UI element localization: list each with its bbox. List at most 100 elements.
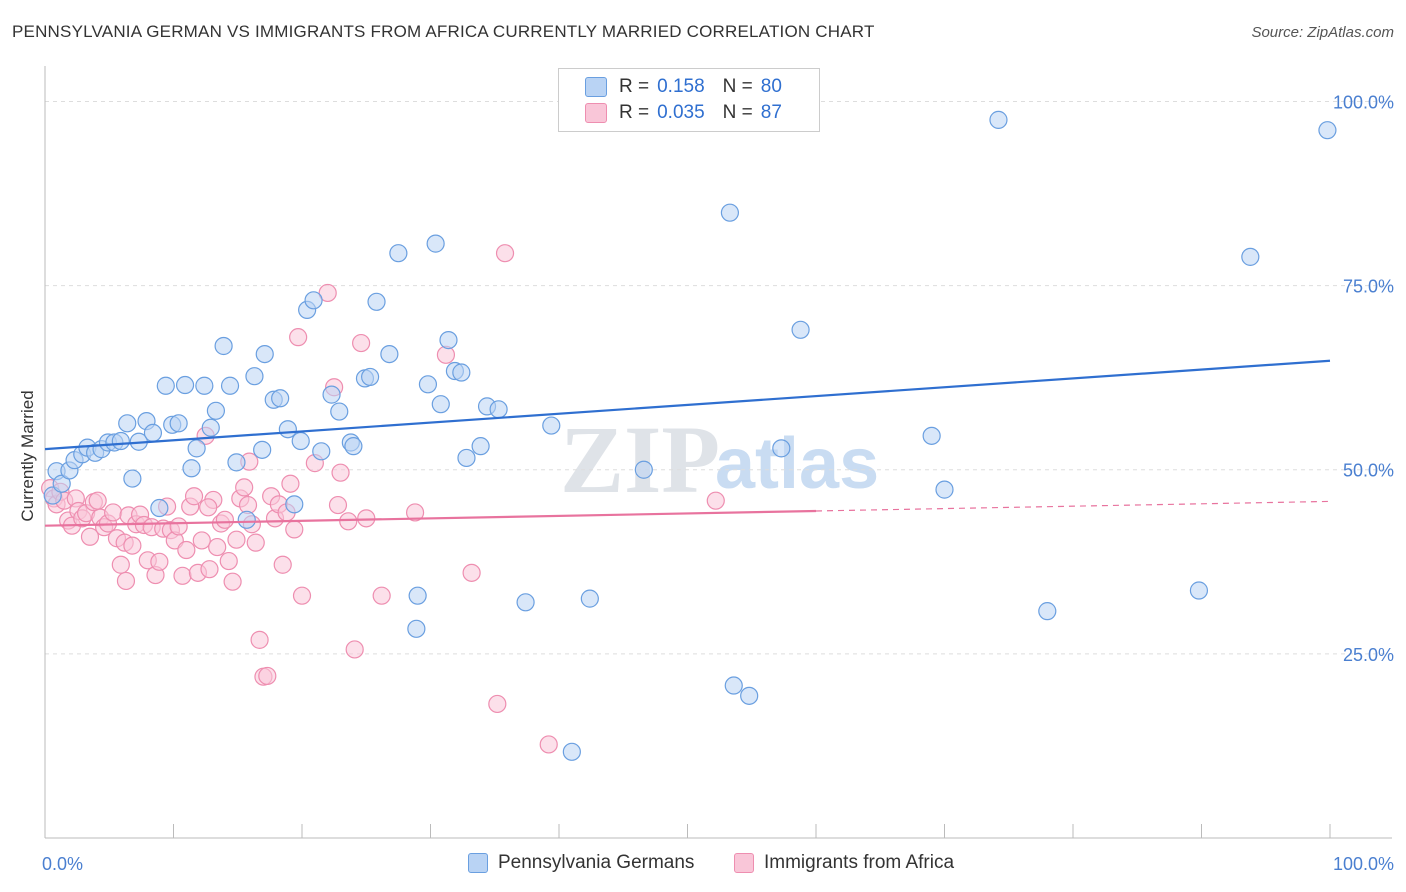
- data-point: [462, 563, 481, 582]
- data-point: [471, 437, 490, 456]
- trend-lines: [44, 359, 1331, 527]
- data-point: [304, 291, 323, 310]
- series-legend: Pennsylvania Germans Immigrants from Afr…: [0, 852, 1406, 878]
- data-point: [380, 344, 399, 364]
- data-point: [542, 416, 561, 435]
- data-point: [331, 463, 350, 482]
- series-pennsylvania-germans: [43, 110, 1337, 761]
- data-point: [184, 487, 204, 506]
- axes: [44, 66, 1392, 839]
- data-point: [389, 244, 408, 263]
- trend-line-pennsylvania-germans: [44, 359, 1331, 451]
- data-point: [118, 414, 137, 433]
- data-point: [227, 453, 246, 472]
- data-point: [720, 203, 740, 222]
- data-point: [192, 531, 211, 550]
- data-point: [219, 551, 238, 571]
- data-point: [206, 401, 226, 420]
- data-point: [367, 292, 386, 311]
- watermark-zip: ZIP: [560, 406, 720, 513]
- data-point: [220, 376, 240, 395]
- y-tick-label: 75.0%: [1343, 277, 1394, 297]
- data-point: [223, 572, 242, 591]
- blue-swatch: [468, 853, 488, 873]
- data-point: [80, 527, 100, 546]
- data-point: [245, 367, 264, 386]
- y-tick-labels: 25.0% 50.0% 75.0% 100.0%: [1333, 92, 1394, 664]
- data-point: [489, 400, 508, 419]
- pink-swatch: [734, 853, 754, 873]
- data-point: [408, 586, 427, 605]
- data-point: [431, 395, 450, 414]
- data-point: [88, 491, 107, 510]
- data-point: [104, 503, 123, 522]
- data-point: [182, 459, 201, 478]
- data-point: [322, 385, 341, 404]
- data-point: [258, 666, 277, 686]
- data-point: [516, 593, 535, 612]
- data-point: [281, 474, 300, 493]
- data-point: [724, 676, 743, 695]
- data-point: [488, 694, 507, 714]
- data-point: [426, 234, 445, 253]
- legend-item-immigrants-from-africa: Immigrants from Africa: [734, 852, 954, 874]
- data-point: [352, 333, 371, 353]
- r-label: R =: [619, 102, 650, 123]
- data-point: [255, 344, 274, 364]
- legend-label: Immigrants from Africa: [764, 852, 955, 873]
- data-point: [285, 495, 304, 514]
- stats-legend-row-blue: R = 0.158 N = 80: [585, 75, 782, 99]
- data-point: [195, 376, 214, 395]
- data-point: [312, 442, 331, 461]
- data-point: [175, 375, 195, 395]
- data-point: [150, 552, 169, 571]
- n-value: 87: [760, 102, 782, 123]
- data-point: [407, 619, 426, 638]
- data-point: [405, 503, 425, 522]
- data-point: [791, 320, 810, 339]
- n-value: 80: [760, 76, 782, 97]
- data-point: [199, 498, 218, 517]
- data-point: [173, 566, 192, 585]
- data-point: [123, 469, 142, 488]
- blue-swatch: [585, 77, 607, 97]
- legend-item-pennsylvania-germans: Pennsylvania Germans: [468, 852, 694, 874]
- data-point: [208, 537, 227, 557]
- data-point: [1241, 247, 1260, 266]
- data-point: [1038, 602, 1057, 621]
- data-point: [237, 510, 256, 529]
- data-point: [740, 686, 759, 705]
- data-point: [922, 426, 941, 445]
- data-point: [1318, 121, 1337, 140]
- data-point: [361, 367, 380, 387]
- data-point: [439, 331, 458, 350]
- data-point: [271, 389, 290, 408]
- r-value: 0.035: [657, 102, 705, 123]
- data-point: [339, 512, 358, 531]
- data-point: [285, 520, 304, 539]
- data-point: [1189, 581, 1209, 600]
- chart-title: PENNSYLVANIA GERMAN VS IMMIGRANTS FROM A…: [12, 22, 875, 41]
- data-point: [169, 414, 188, 433]
- data-point: [292, 586, 312, 605]
- stats-legend: R = 0.158 N = 80 R = 0.035 N = 87: [558, 68, 820, 132]
- data-point: [452, 363, 471, 382]
- y-tick-label: 50.0%: [1343, 461, 1394, 481]
- watermark-atlas: atlas: [715, 424, 879, 504]
- data-point: [200, 560, 219, 579]
- pink-swatch: [585, 103, 607, 123]
- data-point: [215, 510, 234, 529]
- data-point: [235, 478, 254, 497]
- data-point: [344, 437, 363, 456]
- stats-legend-row-pink: R = 0.035 N = 87: [585, 101, 782, 125]
- n-label: N =: [722, 76, 753, 97]
- data-point: [111, 431, 130, 451]
- data-point: [187, 439, 206, 458]
- data-point: [495, 244, 515, 263]
- r-value: 0.158: [657, 76, 705, 97]
- data-point: [328, 495, 348, 515]
- y-tick-label: 100.0%: [1333, 92, 1394, 112]
- data-point: [177, 540, 196, 560]
- data-point: [150, 498, 169, 518]
